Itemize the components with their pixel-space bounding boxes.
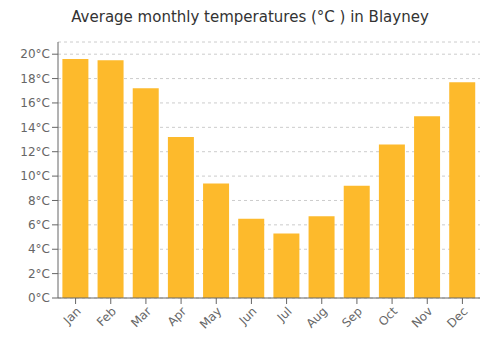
svg-text:4°C: 4°C — [28, 242, 50, 256]
svg-text:18°C: 18°C — [20, 72, 50, 86]
svg-text:Mar: Mar — [128, 304, 154, 330]
svg-text:6°C: 6°C — [28, 218, 50, 232]
svg-text:10°C: 10°C — [20, 169, 50, 183]
html-text:Average monthly temperatures (: Average monthly temperatures (°C ) in Bl… — [71, 8, 429, 26]
svg-text:May: May — [197, 304, 224, 331]
svg-text:Jul: Jul — [274, 304, 295, 325]
svg-text:2°C: 2°C — [28, 267, 50, 281]
svg-text:14°C: 14°C — [20, 121, 50, 135]
svg-text:12°C: 12°C — [20, 145, 50, 159]
svg-text:Dec: Dec — [444, 304, 470, 330]
svg-text:Jan: Jan — [60, 304, 84, 328]
svg-text:Feb: Feb — [94, 304, 119, 329]
svg-text:Aug: Aug — [303, 304, 329, 330]
svg-text:8°C: 8°C — [28, 194, 50, 208]
svg-text:Sep: Sep — [339, 304, 365, 330]
svg-text:16°C: 16°C — [20, 96, 50, 110]
svg-text:Apr: Apr — [165, 304, 190, 329]
svg-text:Nov: Nov — [409, 304, 435, 330]
svg-text:0°C: 0°C — [28, 291, 50, 305]
svg-text:Jun: Jun — [236, 304, 260, 328]
svg-text:Oct: Oct — [376, 304, 401, 329]
svg-text:20°C: 20°C — [20, 47, 50, 61]
